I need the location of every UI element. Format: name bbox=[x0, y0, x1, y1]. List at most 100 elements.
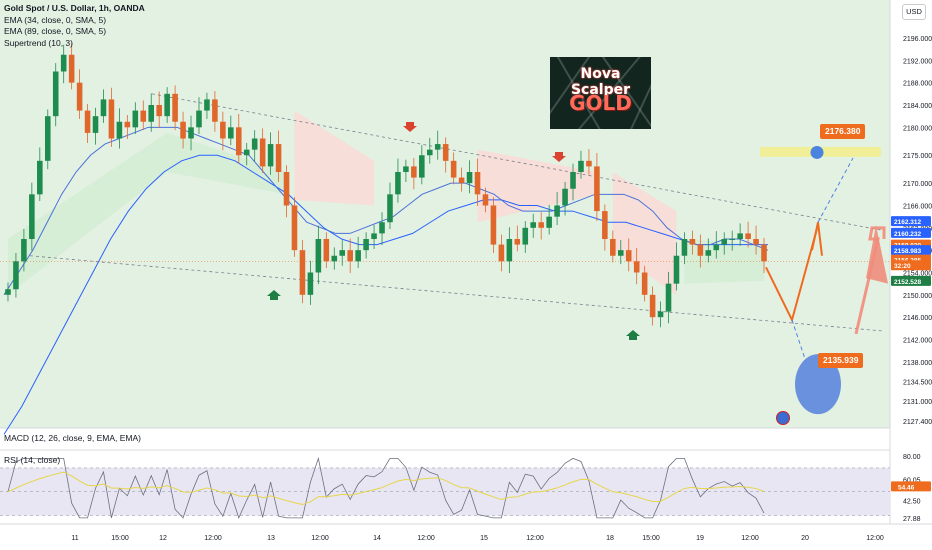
candle-body bbox=[29, 194, 35, 239]
macd-title[interactable]: MACD (12, 26, close, 9, EMA, EMA) bbox=[4, 433, 141, 443]
candle-body bbox=[657, 311, 664, 318]
legend-ema-slow[interactable]: EMA (89, close, 0, SMA, 5) bbox=[4, 26, 107, 36]
price-tick-label: 2166.000 bbox=[903, 203, 932, 210]
candle-body bbox=[228, 127, 234, 139]
rsi-ma-line bbox=[7, 471, 765, 506]
projection-path-orange bbox=[765, 224, 819, 323]
candle-body bbox=[13, 261, 19, 290]
time-tick-label: 20 bbox=[801, 535, 809, 542]
supertrend-down-fill bbox=[294, 110, 375, 206]
candle-body bbox=[546, 216, 552, 228]
candle-body bbox=[514, 238, 521, 245]
candle-body bbox=[570, 171, 576, 189]
channel-lower-line bbox=[29, 255, 885, 332]
candle-body bbox=[713, 244, 720, 251]
candle-body bbox=[379, 222, 385, 234]
price-axis-marker bbox=[891, 275, 931, 286]
candle-body bbox=[586, 160, 592, 167]
candle-body bbox=[594, 166, 600, 212]
projection-arrowhead bbox=[811, 222, 823, 256]
price-tick-label: 2131.000 bbox=[903, 399, 932, 406]
time-tick-label: 12:00 bbox=[741, 535, 759, 542]
candle-body bbox=[140, 110, 147, 122]
candle-body bbox=[323, 238, 330, 262]
price-axis-marker-label: 2158.983 bbox=[894, 248, 921, 255]
candle-body bbox=[68, 54, 75, 83]
price-tick-label: 2142.000 bbox=[903, 337, 932, 344]
candle-body bbox=[44, 116, 51, 161]
currency-badge[interactable]: USD bbox=[902, 4, 926, 20]
candle-body bbox=[108, 99, 115, 139]
candle-body bbox=[204, 99, 210, 111]
candle-body bbox=[387, 194, 393, 223]
candle-body bbox=[212, 99, 218, 122]
buy-arrow-icon bbox=[267, 290, 281, 300]
candle-body bbox=[100, 99, 107, 117]
candle-body bbox=[617, 250, 624, 256]
candle-body bbox=[21, 238, 27, 262]
candle-body bbox=[466, 171, 473, 184]
target-low-label: 2135.939 bbox=[818, 353, 864, 368]
candle-body bbox=[665, 283, 672, 312]
candle-body bbox=[602, 211, 608, 239]
candle-body bbox=[610, 238, 616, 256]
candle-body bbox=[52, 71, 59, 117]
us-flag-icon[interactable] bbox=[776, 411, 790, 425]
chart-legend: Gold Spot / U.S. Dollar, 1h, OANDA EMA (… bbox=[4, 3, 145, 49]
candle-body bbox=[403, 166, 409, 172]
rsi-title[interactable]: RSI (14, close) bbox=[4, 455, 61, 465]
candle-body bbox=[506, 238, 513, 262]
time-tick-label: 12:00 bbox=[526, 535, 544, 542]
price-tick-label: 2154.000 bbox=[903, 270, 932, 277]
buy-arrow-icon bbox=[626, 330, 640, 340]
target-high-dot bbox=[810, 145, 824, 159]
candle-body bbox=[172, 93, 178, 122]
time-tick-label: 12:00 bbox=[204, 535, 222, 542]
candle-body bbox=[578, 160, 584, 172]
price-tick-label: 2188.000 bbox=[903, 81, 932, 88]
candle-body bbox=[649, 294, 656, 318]
candle-body bbox=[641, 272, 648, 295]
candle-body bbox=[347, 250, 353, 262]
time-tick-label: 15:00 bbox=[111, 535, 129, 542]
target-low-circle bbox=[795, 354, 841, 415]
candle-body bbox=[267, 144, 274, 167]
price-axis-marker-label: 2152.528 bbox=[894, 279, 921, 286]
projection-arrowhead-pink bbox=[866, 225, 888, 284]
rsi-tick-label: 80.00 bbox=[903, 454, 921, 461]
price-axis-marker bbox=[891, 216, 931, 227]
candle-body bbox=[450, 160, 457, 178]
candle-body bbox=[426, 149, 433, 156]
candle-body bbox=[761, 244, 767, 262]
candle-body bbox=[251, 138, 258, 150]
candle-body bbox=[235, 127, 242, 156]
legend-ema-fast[interactable]: EMA (34, close, 0, SMA, 5) bbox=[4, 14, 107, 25]
supertrend-up-fill bbox=[684, 238, 765, 284]
candle-body bbox=[554, 205, 560, 217]
candle-body bbox=[363, 238, 369, 251]
time-tick-label: 15 bbox=[480, 535, 488, 542]
price-tick-label: 2146.000 bbox=[903, 315, 932, 322]
price-tick-label: 2127.400 bbox=[903, 419, 932, 426]
rsi-tick-label: 42.50 bbox=[903, 499, 921, 506]
candle-body bbox=[673, 255, 680, 284]
time-tick-label: 15:00 bbox=[642, 535, 660, 542]
candle-body bbox=[355, 250, 361, 262]
candle-body bbox=[220, 121, 226, 139]
candle-body bbox=[156, 104, 162, 117]
ema-slow-line bbox=[3, 154, 768, 435]
price-tick-label: 2184.000 bbox=[903, 103, 932, 110]
time-tick-label: 14 bbox=[373, 535, 381, 542]
price-tick-label: 2175.000 bbox=[903, 153, 932, 160]
price-tick-label: 2196.000 bbox=[903, 36, 932, 43]
price-tick-label: 2138.000 bbox=[903, 360, 932, 367]
legend-symbol[interactable]: Gold Spot / U.S. Dollar, 1h, OANDA bbox=[4, 3, 145, 13]
channel-upper-line bbox=[151, 93, 885, 232]
candle-body bbox=[60, 54, 67, 72]
target-high-label: 2176.380 bbox=[820, 124, 866, 139]
price-tick-label: 2192.000 bbox=[903, 58, 932, 65]
legend-supertrend[interactable]: Supertrend (10, 3) bbox=[4, 37, 73, 48]
candle-body bbox=[164, 93, 170, 117]
